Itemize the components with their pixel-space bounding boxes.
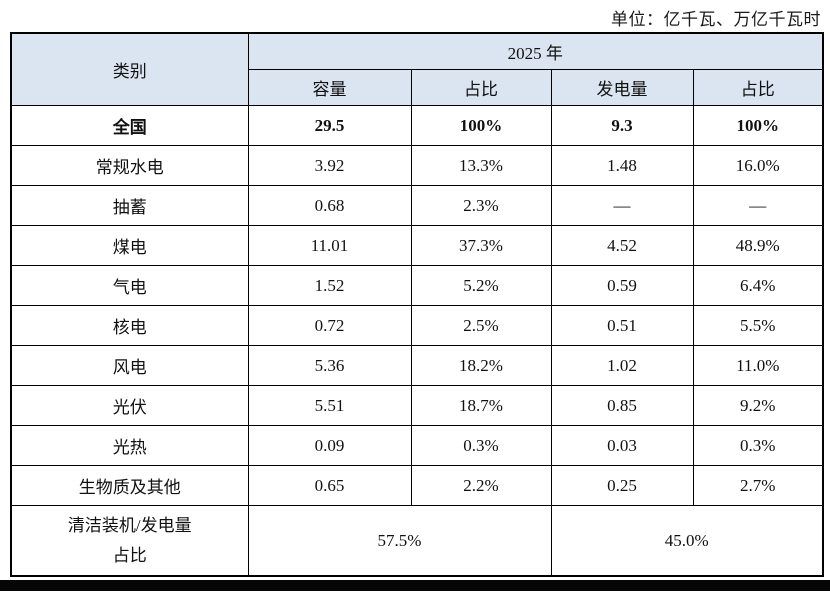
cell-generation-share: 5.5% xyxy=(692,305,824,346)
table-row: 光热 0.09 0.3% 0.03 0.3% xyxy=(10,425,824,466)
cell-capacity: 0.72 xyxy=(247,305,412,346)
summary-capacity-share: 57.5% xyxy=(247,505,552,577)
cell-capacity: 1.52 xyxy=(247,265,412,306)
cell-generation-share: — xyxy=(692,185,824,226)
cell-generation-share: 11.0% xyxy=(692,345,824,386)
cell-capacity: 11.01 xyxy=(247,225,412,266)
cell-generation: 0.25 xyxy=(550,465,694,506)
cell-capacity-share: 2.2% xyxy=(410,465,552,506)
table-row: 常规水电 3.92 13.3% 1.48 16.0% xyxy=(10,145,824,186)
table-row: 风电 5.36 18.2% 1.02 11.0% xyxy=(10,345,824,386)
cell-capacity: 0.65 xyxy=(247,465,412,506)
cell-generation: 0.85 xyxy=(550,385,694,426)
table-row: 抽蓄 0.68 2.3% — — xyxy=(10,185,824,226)
cell-capacity: 29.5 xyxy=(247,105,412,146)
row-label: 常规水电 xyxy=(10,145,249,186)
cell-capacity-share: 0.3% xyxy=(410,425,552,466)
table-header-row-2: 容量 占比 发电量 占比 xyxy=(11,69,824,106)
cell-capacity: 0.68 xyxy=(247,185,412,226)
power-capacity-generation-table: 类别 2025 年 容量 占比 发电量 占比 全国 29.5 100% 9.3 … xyxy=(10,32,824,577)
cell-capacity-share: 18.7% xyxy=(410,385,552,426)
cell-generation: 1.02 xyxy=(550,345,694,386)
header-category: 类别 xyxy=(10,32,249,106)
row-label: 全国 xyxy=(10,105,249,146)
cell-generation: 0.59 xyxy=(550,265,694,306)
table-row: 煤电 11.01 37.3% 4.52 48.9% xyxy=(10,225,824,266)
cell-generation-share: 16.0% xyxy=(692,145,824,186)
cell-generation: 0.51 xyxy=(550,305,694,346)
cell-capacity-share: 5.2% xyxy=(410,265,552,306)
cell-generation: 9.3 xyxy=(550,105,694,146)
cell-generation-share: 9.2% xyxy=(692,385,824,426)
summary-label-line2: 占比 xyxy=(112,545,147,565)
summary-label: 清洁装机/发电量 占比 xyxy=(10,505,249,577)
cell-capacity: 5.51 xyxy=(247,385,412,426)
row-label: 光热 xyxy=(10,425,249,466)
cell-capacity: 3.92 xyxy=(247,145,412,186)
table-row: 光伏 5.51 18.7% 0.85 9.2% xyxy=(10,385,824,426)
cell-generation-share: 6.4% xyxy=(692,265,824,306)
table-row: 核电 0.72 2.5% 0.51 5.5% xyxy=(10,305,824,346)
cell-capacity-share: 18.2% xyxy=(410,345,552,386)
table-row: 生物质及其他 0.65 2.2% 0.25 2.7% xyxy=(10,465,824,506)
cell-capacity-share: 37.3% xyxy=(410,225,552,266)
row-label: 核电 xyxy=(10,305,249,346)
cell-capacity-share: 13.3% xyxy=(410,145,552,186)
cell-capacity-share: 2.5% xyxy=(410,305,552,346)
header-capacity: 容量 xyxy=(247,69,412,106)
table-row: 全国 29.5 100% 9.3 100% xyxy=(10,105,824,146)
summary-row: 清洁装机/发电量 占比 57.5% 45.0% xyxy=(10,505,824,577)
row-label: 风电 xyxy=(10,345,249,386)
row-label: 光伏 xyxy=(10,385,249,426)
summary-generation-share: 45.0% xyxy=(550,505,824,577)
cell-generation: 4.52 xyxy=(550,225,694,266)
cell-generation-share: 100% xyxy=(692,105,824,146)
row-label: 煤电 xyxy=(10,225,249,266)
cell-capacity: 5.36 xyxy=(247,345,412,386)
cell-generation-share: 48.9% xyxy=(692,225,824,266)
cell-generation: 0.03 xyxy=(550,425,694,466)
cell-generation: 1.48 xyxy=(550,145,694,186)
unit-note: 单位：亿千瓦、万亿千瓦时 xyxy=(611,10,821,29)
header-capacity-share: 占比 xyxy=(410,69,552,106)
header-generation: 发电量 xyxy=(550,69,694,106)
cell-generation-share: 0.3% xyxy=(692,425,824,466)
table-header-row-1: 类别 2025 年 xyxy=(10,32,824,106)
bottom-page-edge-bar xyxy=(0,580,830,591)
table-row: 气电 1.52 5.2% 0.59 6.4% xyxy=(10,265,824,306)
cell-generation: — xyxy=(550,185,694,226)
row-label: 气电 xyxy=(10,265,249,306)
row-label: 抽蓄 xyxy=(10,185,249,226)
row-label: 生物质及其他 xyxy=(10,465,249,506)
cell-capacity: 0.09 xyxy=(247,425,412,466)
cell-capacity-share: 2.3% xyxy=(410,185,552,226)
cell-capacity-share: 100% xyxy=(410,105,552,146)
header-year: 2025 年 xyxy=(247,32,824,70)
cell-generation-share: 2.7% xyxy=(692,465,824,506)
summary-label-line1: 清洁装机/发电量 xyxy=(67,515,192,535)
header-generation-share: 占比 xyxy=(692,69,824,106)
